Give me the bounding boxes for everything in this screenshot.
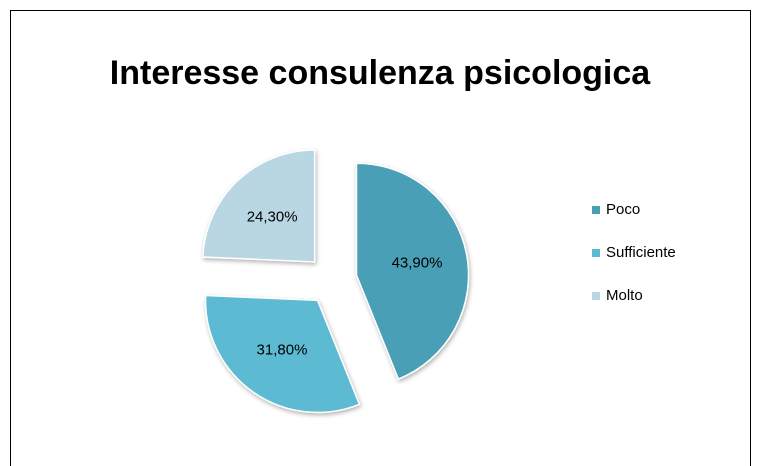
data-label: 31,80% [257, 342, 308, 359]
pie-slice [202, 149, 316, 263]
pie-slice [204, 294, 361, 414]
pie-slice [355, 162, 470, 381]
legend-label: Poco [606, 201, 640, 218]
legend-label: Molto [606, 287, 643, 304]
data-label: 43,90% [392, 254, 443, 271]
legend-swatch [592, 249, 600, 257]
chart-title: Interesse consulenza psicologica [110, 54, 652, 92]
data-label: 24,30% [247, 208, 298, 225]
legend-label: Sufficiente [606, 244, 676, 261]
legend-swatch [592, 292, 600, 300]
legend-swatch [592, 206, 600, 214]
